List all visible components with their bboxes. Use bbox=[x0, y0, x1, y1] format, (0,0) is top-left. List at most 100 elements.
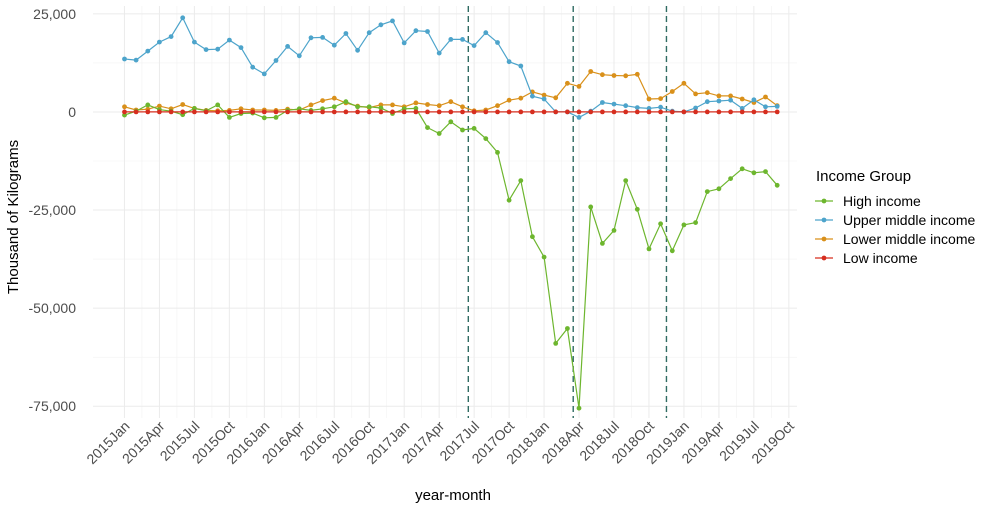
data-point-high-income bbox=[343, 99, 349, 105]
data-point-upper-middle-income bbox=[285, 44, 290, 49]
data-point-upper-middle-income bbox=[623, 103, 629, 109]
data-point-low-income bbox=[518, 109, 524, 115]
data-point-high-income bbox=[413, 106, 419, 111]
data-point-high-income bbox=[495, 150, 500, 155]
data-point-high-income bbox=[763, 169, 768, 175]
data-point-upper-middle-income bbox=[296, 53, 302, 59]
data-point-low-income bbox=[203, 109, 209, 115]
legend-label: Upper middle income bbox=[843, 212, 975, 228]
data-point-upper-middle-income bbox=[471, 43, 477, 48]
data-point-low-income bbox=[250, 109, 256, 115]
x-axis-title: year-month bbox=[415, 487, 491, 504]
data-point-high-income bbox=[378, 105, 384, 111]
y-tick-label: -25,000 bbox=[29, 202, 77, 218]
data-point-high-income bbox=[693, 220, 698, 226]
data-point-lower-middle-income bbox=[390, 102, 395, 108]
data-point-lower-middle-income bbox=[331, 95, 337, 101]
data-point-low-income bbox=[390, 109, 395, 115]
data-point-high-income bbox=[273, 115, 279, 120]
data-point-high-income bbox=[681, 222, 687, 228]
series-upper-middle-income bbox=[122, 15, 780, 120]
legend-swatch-point bbox=[821, 236, 827, 242]
data-point-upper-middle-income bbox=[448, 37, 454, 42]
data-point-upper-middle-income bbox=[763, 104, 768, 110]
legend-item-lower-middle-income: Lower middle income bbox=[815, 231, 975, 247]
data-point-lower-middle-income bbox=[495, 103, 500, 109]
data-point-upper-middle-income bbox=[600, 100, 605, 105]
data-point-upper-middle-income bbox=[425, 29, 430, 34]
data-point-lower-middle-income bbox=[739, 96, 745, 102]
data-point-high-income bbox=[448, 119, 454, 125]
data-point-low-income bbox=[133, 109, 139, 115]
data-point-low-income bbox=[658, 109, 663, 115]
y-tick-label: -50,000 bbox=[29, 300, 77, 316]
data-point-lower-middle-income bbox=[634, 71, 640, 77]
data-point-upper-middle-income bbox=[227, 37, 232, 43]
y-tick-label: 0 bbox=[68, 104, 76, 120]
legend-item-low-income: Low income bbox=[815, 250, 918, 266]
data-point-lower-middle-income bbox=[157, 103, 162, 109]
legend-item-upper-middle-income: Upper middle income bbox=[815, 212, 975, 228]
data-point-upper-middle-income bbox=[122, 56, 127, 62]
data-point-low-income bbox=[600, 109, 605, 115]
data-point-high-income bbox=[774, 182, 780, 188]
data-point-low-income bbox=[739, 109, 745, 115]
data-point-high-income bbox=[331, 104, 337, 110]
data-point-upper-middle-income bbox=[261, 71, 267, 77]
data-point-upper-middle-income bbox=[366, 30, 372, 36]
data-point-low-income bbox=[378, 109, 384, 115]
data-point-lower-middle-income bbox=[425, 102, 430, 107]
data-point-upper-middle-income bbox=[728, 97, 733, 103]
data-point-high-income bbox=[366, 104, 372, 110]
data-point-low-income bbox=[296, 109, 302, 115]
y-tick-label: 25,000 bbox=[33, 6, 76, 22]
data-point-upper-middle-income bbox=[157, 39, 162, 45]
data-point-upper-middle-income bbox=[460, 37, 465, 42]
data-point-low-income bbox=[343, 109, 349, 115]
data-point-high-income bbox=[739, 166, 745, 172]
data-point-lower-middle-income bbox=[600, 72, 605, 78]
data-point-lower-middle-income bbox=[122, 104, 127, 110]
data-point-lower-middle-income bbox=[320, 98, 325, 103]
data-point-high-income bbox=[658, 221, 663, 227]
data-point-high-income bbox=[425, 125, 430, 130]
data-point-low-income bbox=[308, 109, 314, 115]
data-point-low-income bbox=[215, 109, 221, 115]
data-point-lower-middle-income bbox=[460, 104, 465, 110]
data-point-low-income bbox=[495, 109, 500, 115]
data-point-low-income bbox=[192, 109, 197, 115]
data-point-lower-middle-income bbox=[681, 80, 687, 86]
series-line-lower-middle-income bbox=[124, 70, 778, 112]
data-point-high-income bbox=[518, 178, 524, 184]
data-point-upper-middle-income bbox=[530, 93, 535, 99]
data-point-upper-middle-income bbox=[390, 18, 395, 24]
data-point-upper-middle-income bbox=[774, 104, 780, 109]
legend-label: Low income bbox=[843, 250, 918, 266]
data-point-low-income bbox=[145, 109, 151, 115]
data-point-lower-middle-income bbox=[308, 102, 314, 108]
data-point-low-income bbox=[541, 109, 547, 115]
data-point-lower-middle-income bbox=[646, 96, 652, 102]
data-point-upper-middle-income bbox=[693, 105, 698, 111]
data-point-upper-middle-income bbox=[273, 58, 279, 63]
data-point-high-income bbox=[634, 206, 640, 212]
data-point-lower-middle-income bbox=[704, 90, 710, 96]
gridlines bbox=[93, 6, 797, 418]
data-point-lower-middle-income bbox=[553, 95, 559, 101]
data-point-high-income bbox=[751, 170, 757, 176]
data-point-upper-middle-income bbox=[355, 47, 360, 53]
data-point-high-income bbox=[506, 197, 512, 203]
data-point-high-income bbox=[145, 102, 151, 108]
data-point-low-income bbox=[448, 109, 454, 115]
data-point-lower-middle-income bbox=[728, 93, 733, 99]
data-point-upper-middle-income bbox=[413, 28, 419, 34]
data-point-upper-middle-income bbox=[576, 115, 582, 120]
data-point-low-income bbox=[320, 109, 325, 115]
data-point-upper-middle-income bbox=[611, 101, 617, 107]
series-line-high-income bbox=[124, 101, 778, 409]
series-high-income bbox=[122, 99, 780, 411]
data-point-low-income bbox=[530, 109, 535, 115]
data-point-lower-middle-income bbox=[623, 73, 629, 79]
data-point-lower-middle-income bbox=[565, 80, 570, 86]
data-point-high-income bbox=[600, 241, 605, 246]
